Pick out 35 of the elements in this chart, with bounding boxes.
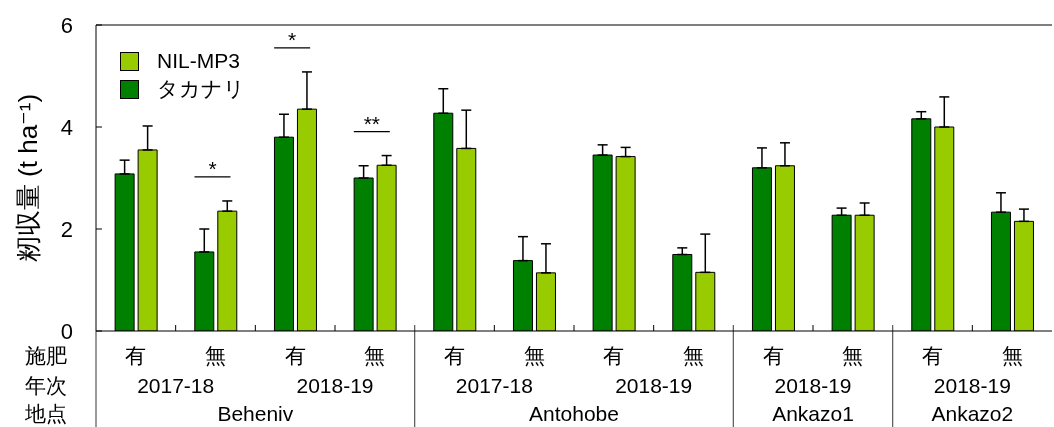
x-tick-label: 有 bbox=[125, 343, 147, 367]
text: 2018-19 bbox=[933, 373, 1011, 397]
text: 2017-18 bbox=[455, 373, 533, 397]
legend-label: タカナリ bbox=[157, 76, 245, 102]
x-tick-label: 無 bbox=[523, 343, 545, 367]
y-tick-label: 6 bbox=[60, 12, 73, 38]
x-tick-label: 無 bbox=[1001, 343, 1023, 367]
annotation: ** bbox=[363, 111, 381, 135]
annotation: * bbox=[288, 27, 297, 51]
text: 地点 bbox=[24, 401, 67, 425]
y-tick-label: 0 bbox=[60, 318, 73, 344]
y-tick-label: 4 bbox=[60, 114, 73, 140]
x-tick-label: 有 bbox=[762, 343, 784, 367]
text: 年次 bbox=[25, 373, 67, 397]
text: 2018-19 bbox=[615, 373, 693, 397]
x-tick-label: 有 bbox=[922, 343, 943, 367]
legend-label: NIL-MP3 bbox=[157, 48, 240, 74]
text: 施肥 bbox=[25, 343, 67, 367]
x-tick-label: 無 bbox=[842, 343, 864, 367]
y-tick-label: 2 bbox=[60, 216, 73, 242]
text: 2017-18 bbox=[137, 373, 215, 397]
x-tick-label: 無 bbox=[205, 343, 226, 367]
x-tick-label: 無 bbox=[364, 343, 386, 367]
text: Ankazo2 bbox=[931, 401, 1014, 425]
text: Beheniv bbox=[217, 401, 294, 425]
text: 2018-19 bbox=[296, 373, 374, 397]
annotation: * bbox=[208, 156, 217, 180]
text: Antohobe bbox=[529, 401, 619, 425]
y-axis-title: 籾収量 (t ha⁻¹) bbox=[13, 93, 43, 263]
x-tick-label: 有 bbox=[444, 343, 465, 367]
text: 2018-19 bbox=[774, 373, 852, 397]
x-tick-label: 無 bbox=[683, 343, 704, 367]
text: Ankazo1 bbox=[772, 401, 854, 425]
x-tick-label: 有 bbox=[284, 343, 306, 367]
x-tick-label: 有 bbox=[603, 343, 625, 367]
